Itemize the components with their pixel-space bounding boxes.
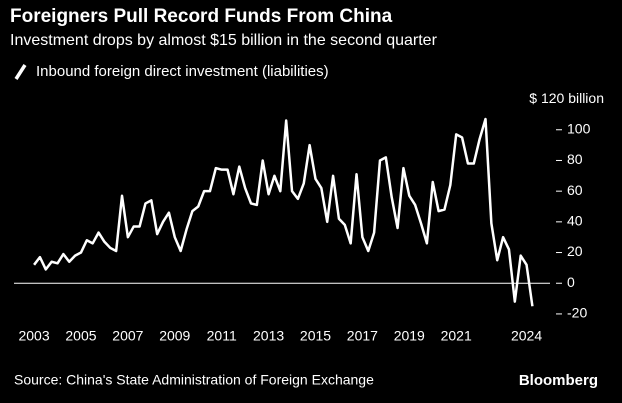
y-tick-label: 100 <box>567 120 591 136</box>
legend-label: Inbound foreign direct investment (liabi… <box>36 63 329 80</box>
x-tick-label: 2005 <box>65 328 96 344</box>
y-tick-label: 0 <box>567 274 575 290</box>
y-tick-label: 20 <box>567 243 583 259</box>
x-tick-label: 2013 <box>253 328 284 344</box>
x-tick-label: 2009 <box>159 328 190 344</box>
x-tick-label: 2017 <box>347 328 378 344</box>
chart-subtitle: Investment drops by almost $15 billion i… <box>10 32 438 49</box>
x-tick-label: 2015 <box>300 328 331 344</box>
y-tick-label: -20 <box>567 305 587 321</box>
legend-swatch <box>14 64 27 80</box>
x-tick-label: 2024 <box>511 328 542 344</box>
x-tick-label: 2003 <box>18 328 49 344</box>
brand: Bloomberg <box>519 372 598 389</box>
x-tick-label: 2019 <box>394 328 425 344</box>
chart-title: Foreigners Pull Record Funds From China <box>10 6 393 27</box>
data-line <box>33 117 534 307</box>
x-tick-label: 2021 <box>441 328 472 344</box>
y-tick-label: 40 <box>567 213 583 229</box>
y-tick-label: 60 <box>567 182 583 198</box>
x-tick-label: 2011 <box>207 328 237 344</box>
y-tick-label: $ 120 billion <box>529 90 604 106</box>
y-tick-label: 80 <box>567 151 583 167</box>
source: Source: China's State Administration of … <box>14 372 374 388</box>
x-tick-label: 2007 <box>112 328 143 344</box>
